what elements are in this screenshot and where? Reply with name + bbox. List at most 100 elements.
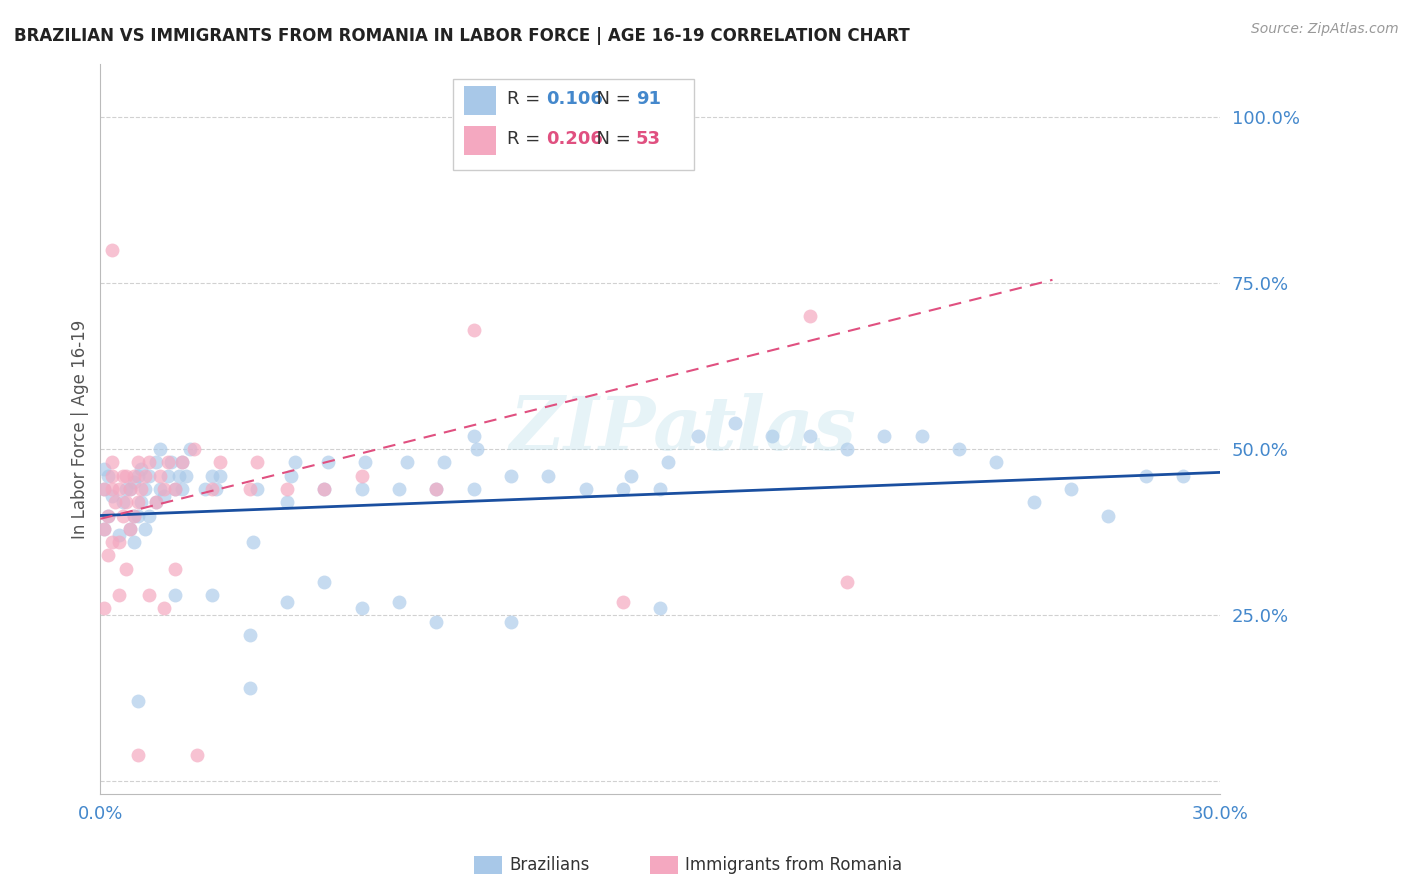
Point (537, 468, 560, 483)
Point (93, 482, 115, 496)
Point (138, 588, 160, 602)
Point (283, 455, 305, 469)
Point (138, 508, 160, 523)
Point (186, 747, 208, 762)
Point (108, 528, 131, 542)
Point (799, 310, 821, 324)
Point (350, 482, 373, 496)
Point (463, 482, 485, 496)
Point (1173, 468, 1195, 483)
Point (388, 482, 411, 496)
Point (167, 468, 190, 483)
Point (153, 489, 176, 503)
Point (97, 549, 120, 563)
Point (1135, 468, 1157, 483)
Point (120, 522, 142, 536)
Point (799, 429, 821, 443)
Point (163, 482, 186, 496)
Point (172, 455, 194, 469)
Point (350, 601, 373, 615)
Point (111, 495, 134, 509)
Point (160, 455, 183, 469)
Point (163, 588, 186, 602)
Point (100, 489, 122, 503)
Point (280, 468, 302, 483)
Point (156, 468, 179, 483)
Point (948, 442, 970, 457)
Point (246, 455, 269, 469)
Point (239, 482, 262, 496)
Point (1022, 495, 1045, 509)
Point (127, 468, 149, 483)
Point (93, 482, 115, 496)
Point (316, 455, 339, 469)
Point (111, 468, 134, 483)
Point (395, 455, 418, 469)
Point (612, 595, 634, 609)
Point (172, 482, 194, 496)
Point (837, 442, 859, 457)
Point (276, 482, 298, 496)
Point (499, 468, 522, 483)
Point (208, 468, 231, 483)
Point (108, 482, 131, 496)
Point (163, 561, 186, 575)
Point (100, 455, 122, 469)
Point (100, 535, 122, 549)
FancyBboxPatch shape (650, 856, 678, 874)
Text: Source: ZipAtlas.com: Source: ZipAtlas.com (1251, 22, 1399, 37)
Point (686, 429, 709, 443)
Point (120, 522, 142, 536)
Point (122, 468, 145, 483)
Point (149, 482, 172, 496)
Point (433, 455, 456, 469)
Point (100, 468, 122, 483)
Point (127, 455, 149, 469)
Point (156, 455, 179, 469)
Text: 0.106: 0.106 (546, 90, 603, 108)
Point (174, 468, 197, 483)
Point (467, 442, 489, 457)
Point (314, 482, 336, 496)
Point (201, 588, 224, 602)
Point (115, 482, 138, 496)
Point (120, 482, 142, 496)
Text: Immigrants from Romania: Immigrants from Romania (685, 856, 901, 874)
FancyBboxPatch shape (464, 126, 496, 155)
Point (242, 535, 264, 549)
Point (138, 455, 160, 469)
Point (201, 482, 224, 496)
Point (986, 455, 1008, 469)
Point (134, 522, 156, 536)
Point (153, 601, 176, 615)
Point (575, 482, 598, 496)
Point (201, 468, 224, 483)
Text: 91: 91 (636, 90, 661, 108)
Point (873, 429, 896, 443)
FancyBboxPatch shape (474, 856, 502, 874)
Point (1060, 482, 1083, 496)
Point (122, 508, 145, 523)
Point (145, 495, 167, 509)
Point (499, 615, 522, 629)
FancyBboxPatch shape (464, 86, 496, 115)
Text: ZIPatlas: ZIPatlas (509, 393, 856, 466)
Point (138, 468, 160, 483)
Point (127, 495, 149, 509)
Point (276, 595, 298, 609)
Text: N =: N = (585, 130, 637, 148)
Point (149, 468, 172, 483)
Point (650, 482, 672, 496)
Point (619, 468, 641, 483)
Point (120, 482, 142, 496)
Point (111, 508, 134, 523)
Point (131, 462, 153, 476)
Point (153, 482, 176, 496)
Point (127, 694, 149, 708)
Text: R =: R = (508, 90, 546, 108)
Point (115, 495, 138, 509)
Point (145, 495, 167, 509)
Point (100, 243, 122, 257)
Point (911, 429, 934, 443)
Point (354, 455, 377, 469)
